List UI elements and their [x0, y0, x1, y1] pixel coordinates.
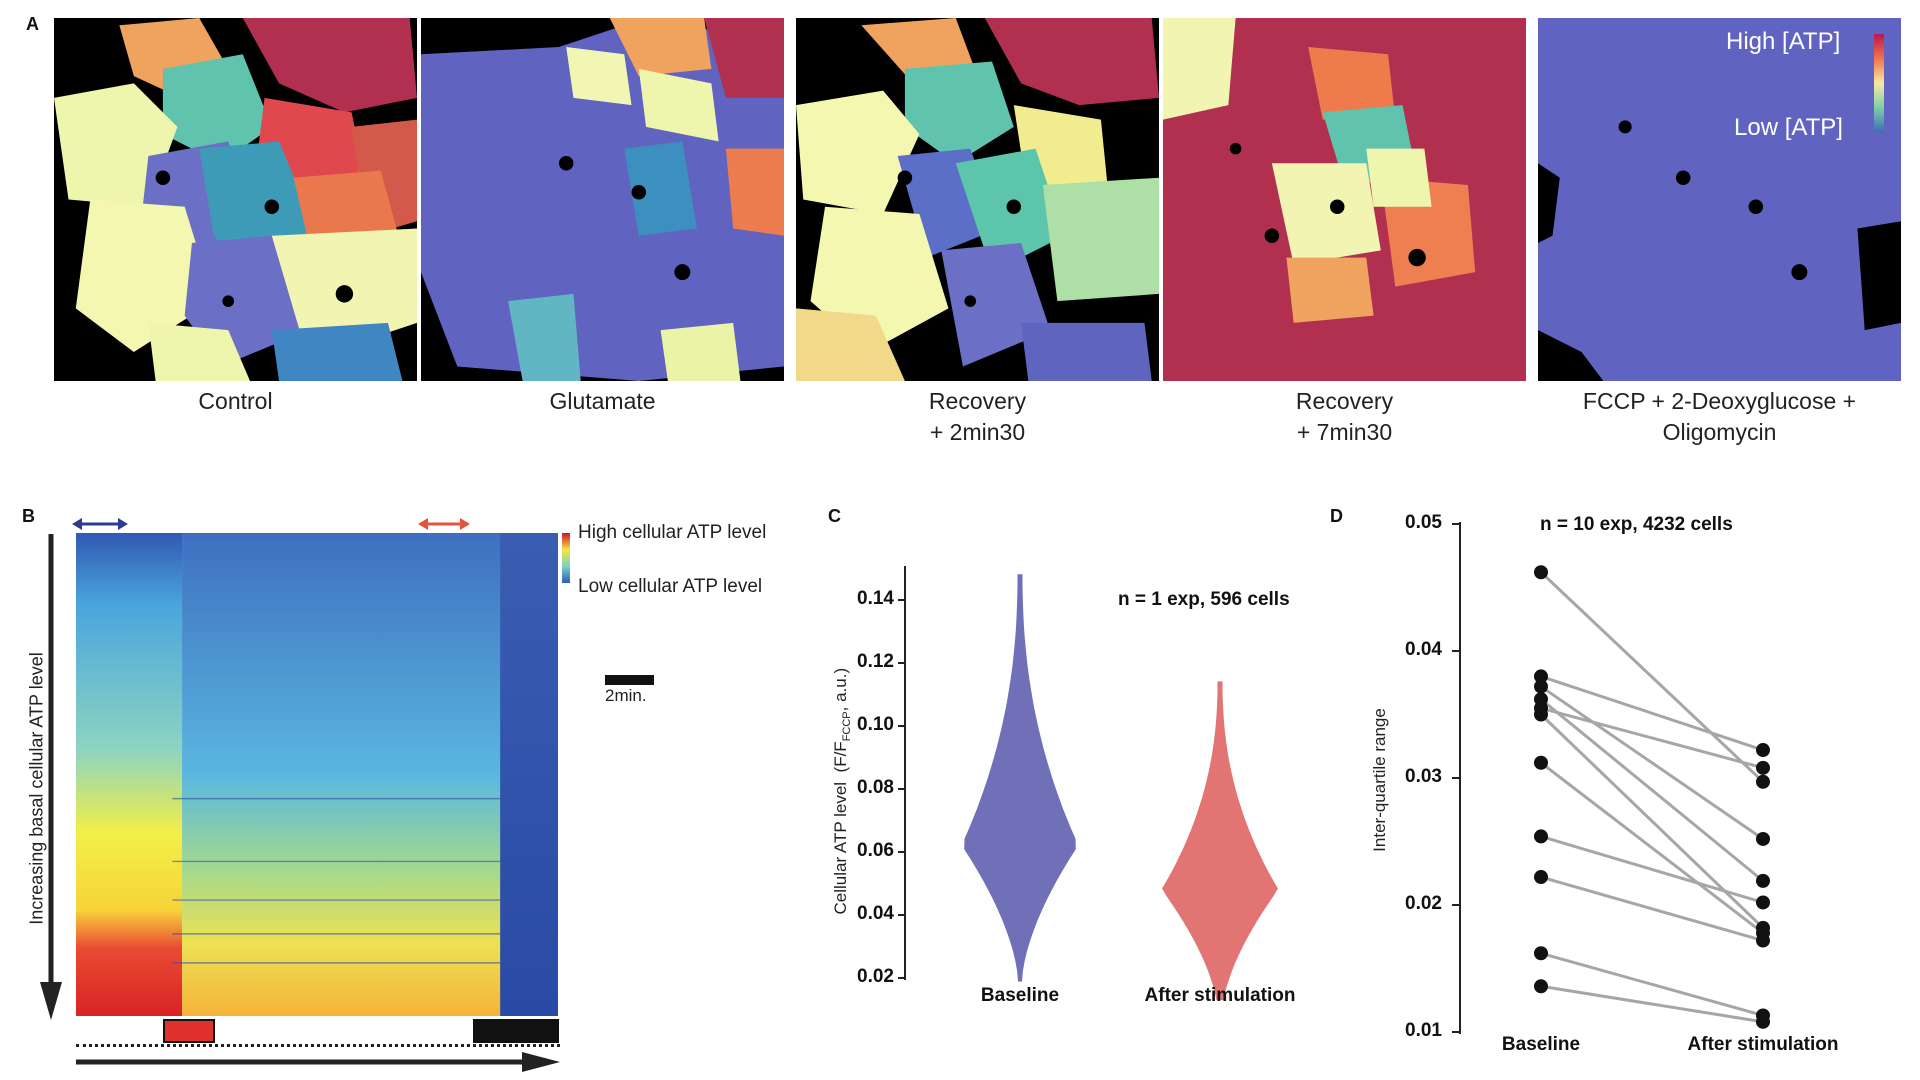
after-point	[1756, 895, 1770, 910]
time-direction-arrow	[76, 1052, 560, 1072]
d-annotation: n = 10 exp, 4232 cells	[1540, 514, 1733, 535]
image-recovery-2min30	[796, 18, 1159, 381]
caption-line: Recovery	[1295, 388, 1394, 414]
pair-line	[1540, 706, 1764, 770]
after-point	[1756, 831, 1770, 846]
caption-3: Recovery + 7min30	[1163, 386, 1526, 448]
d-tick-label: 0.05	[1405, 512, 1442, 533]
pair-line	[1539, 571, 1765, 783]
fccp-bar	[473, 1019, 559, 1043]
caption-1: Glutamate	[421, 386, 784, 417]
violin-chart	[898, 566, 1278, 1000]
d-tick-label: 0.02	[1405, 893, 1442, 914]
b-colorbar-high-label: High cellular ATP level	[578, 522, 767, 543]
caption-2: Recovery + 2min30	[796, 386, 1159, 448]
pair-line	[1540, 674, 1764, 752]
baseline-point	[1534, 565, 1548, 580]
violin-0	[964, 574, 1076, 982]
d-tick-label: 0.03	[1405, 766, 1442, 787]
c-tick-label: 0.14	[857, 588, 894, 609]
baseline-point	[1534, 679, 1548, 694]
paired-chart	[1452, 522, 1770, 1034]
y-direction-arrow	[40, 534, 62, 1020]
a-colorbar	[1874, 34, 1884, 132]
c-category-label: Baseline	[980, 985, 1060, 1006]
c-category-label: After stimulation	[1144, 985, 1296, 1006]
caption-line: FCCP + 2-Deoxyglucose +	[1582, 388, 1857, 414]
pair-line	[1540, 984, 1764, 1024]
pair-line	[1540, 875, 1764, 943]
caption-line: Control	[198, 388, 273, 414]
stimulation-bar	[163, 1019, 215, 1043]
pair-line	[1540, 951, 1764, 1017]
image-recovery-7min30	[1163, 18, 1526, 381]
baseline-point	[1534, 979, 1548, 994]
caption-line: + 7min30	[1296, 419, 1393, 445]
d-category-label: After stimulation	[1687, 1034, 1839, 1055]
baseline-point	[1534, 755, 1548, 770]
time-dotted-line	[76, 1044, 560, 1047]
c-tick-label: 0.04	[857, 903, 894, 924]
caption-line: Oligomycin	[1662, 419, 1777, 445]
b-ylabel: Increasing basal cellular ATP level	[26, 652, 47, 925]
c-tick-label: 0.02	[857, 966, 894, 987]
c-tick-label: 0.10	[857, 714, 894, 735]
baseline-point	[1534, 946, 1548, 961]
stimulation-window-arrow	[418, 518, 470, 530]
baseline-point	[1534, 707, 1548, 722]
after-point	[1756, 873, 1770, 888]
panel-d-label: D	[1330, 506, 1343, 526]
panel-a-label: A	[26, 14, 39, 34]
image-glutamate	[421, 18, 784, 381]
a-colorbar-high-label: High [ATP]	[1726, 28, 1841, 55]
after-point	[1756, 743, 1770, 758]
violin-1	[1162, 681, 1278, 1000]
image-control	[54, 18, 417, 381]
panel-c-label: C	[828, 506, 841, 526]
caption-line: Glutamate	[549, 388, 656, 414]
time-scale-bar	[605, 675, 654, 685]
caption-0: Control	[54, 386, 417, 417]
a-colorbar-low-label: Low [ATP]	[1734, 114, 1843, 141]
d-category-label: Baseline	[1501, 1034, 1581, 1055]
after-point	[1756, 1014, 1770, 1029]
panel-b-label: B	[22, 506, 35, 526]
c-annotation: n = 1 exp, 596 cells	[1118, 589, 1290, 610]
caption-line: Recovery	[928, 388, 1027, 414]
caption-4: FCCP + 2-Deoxyglucose + Oligomycin	[1538, 386, 1901, 448]
baseline-window-arrow	[72, 518, 128, 530]
d-tick-label: 0.01	[1405, 1020, 1442, 1041]
after-point	[1756, 774, 1770, 789]
baseline-point	[1534, 669, 1548, 684]
c-tick-label: 0.08	[857, 777, 894, 798]
baseline-point	[1534, 870, 1548, 885]
pair-line	[1540, 685, 1764, 841]
image-fccp	[1538, 18, 1901, 381]
atp-heatmap	[76, 533, 558, 1016]
pair-line	[1539, 713, 1765, 929]
pair-line	[1540, 834, 1764, 904]
time-scale-label: 2min.	[605, 686, 647, 705]
baseline-point	[1534, 829, 1548, 844]
pair-line	[1540, 761, 1764, 935]
caption-line: + 2min30	[929, 419, 1026, 445]
after-point	[1756, 760, 1770, 775]
b-colorbar	[562, 533, 570, 583]
pair-line	[1540, 698, 1764, 883]
after-point	[1756, 933, 1770, 948]
c-tick-label: 0.12	[857, 651, 894, 672]
b-colorbar-low-label: Low cellular ATP level	[578, 576, 763, 597]
c-tick-label: 0.06	[857, 840, 894, 861]
d-tick-label: 0.04	[1405, 639, 1442, 660]
